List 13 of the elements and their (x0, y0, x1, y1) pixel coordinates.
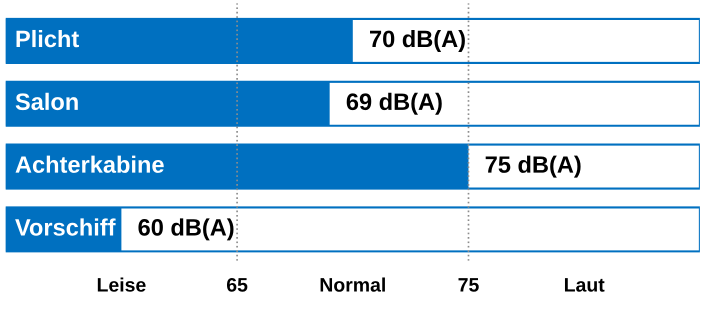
y-tick-label: Salon (16, 92, 78, 110)
x-tick-label: Normal (320, 277, 385, 292)
y-tick-label: Vorschiff (15, 218, 116, 236)
data-label: 60 dB(A) (138, 218, 234, 240)
data-label: 70 dB(A) (370, 30, 465, 52)
data-label: 69 dB(A) (346, 92, 442, 115)
x-tick-label: Leise (98, 277, 146, 292)
x-tick-label: 65 (226, 278, 248, 292)
x-tick-label: 75 (458, 278, 479, 292)
data-label: 75 dB(A) (486, 156, 581, 178)
y-tick-label: Achterkabine (16, 156, 164, 173)
x-tick-label: Laut (564, 278, 604, 292)
y-tick-label: Plicht (16, 30, 79, 48)
